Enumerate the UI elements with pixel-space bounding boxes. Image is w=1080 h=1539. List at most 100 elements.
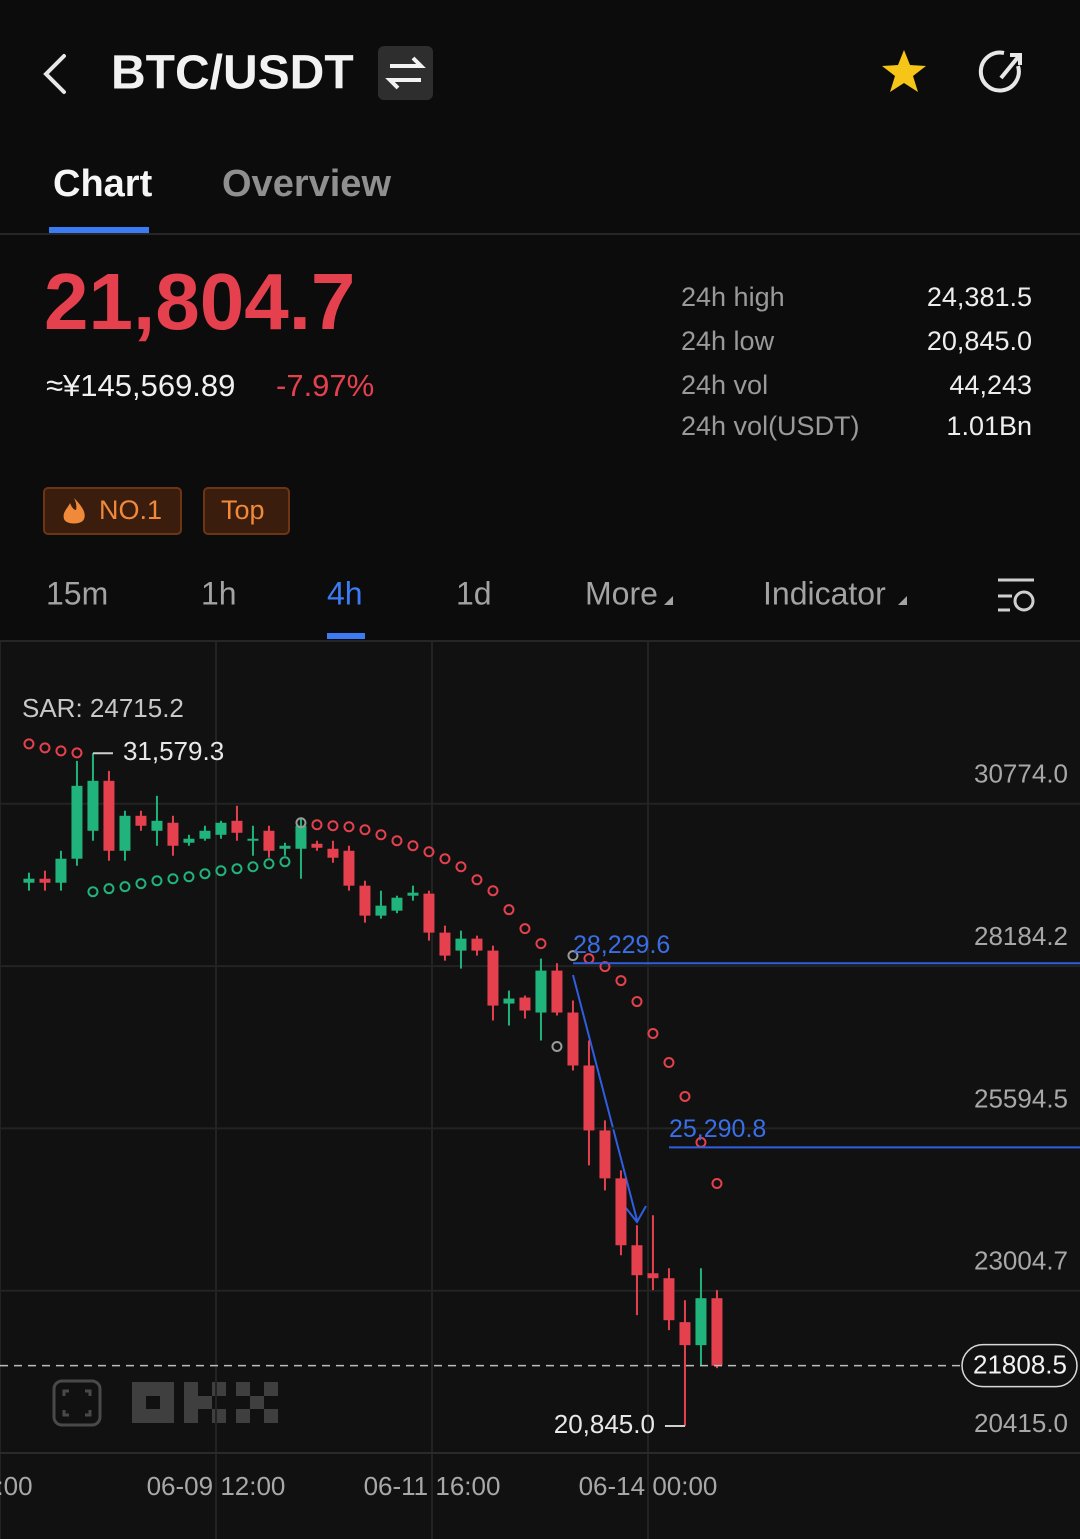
tab-indicator: [49, 227, 149, 233]
candle-body: [135, 815, 147, 826]
candle-body: [151, 820, 163, 831]
sar-dot: [567, 950, 579, 962]
pair-title: BTC/USDT: [111, 47, 354, 100]
candle-body: [535, 970, 547, 1013]
candle-body: [247, 838, 259, 841]
candle-body: [311, 843, 323, 848]
tag[interactable]: NO.1: [43, 487, 182, 535]
tab-overview[interactable]: Overview: [222, 163, 391, 205]
candle-body: [679, 1322, 691, 1346]
indicator-menu[interactable]: Indicator: [763, 575, 886, 611]
tab-chart[interactable]: Chart: [53, 163, 153, 205]
candle-body: [343, 850, 355, 886]
chart-settings[interactable]: [998, 578, 1035, 612]
favorite-star[interactable]: [882, 50, 926, 92]
candle-body: [39, 878, 51, 883]
share-button[interactable]: [978, 50, 1022, 93]
chart-background: [0, 641, 1080, 1539]
fire-icon: [63, 498, 85, 524]
sar-dot: [215, 865, 227, 877]
tag-text: Top: [221, 495, 265, 525]
interval-active[interactable]: 4h: [327, 575, 363, 611]
sar-dot: [455, 861, 467, 873]
interval[interactable]: 1d: [456, 575, 492, 611]
candle-body: [599, 1130, 611, 1179]
sar-dot: [615, 975, 627, 987]
fullscreen-icon[interactable]: [52, 1379, 102, 1427]
logo-o: [132, 1382, 174, 1423]
x-tick-label: 08:00: [0, 1471, 33, 1501]
drawn-line-label: 25,290.8: [669, 1115, 766, 1143]
sar-dot: [55, 745, 67, 757]
tag[interactable]: Top: [203, 487, 290, 535]
candle-body: [167, 822, 179, 846]
stat-label: 24h vol: [681, 370, 768, 400]
swap-icon: [385, 56, 426, 90]
y-tick-label: 28184.2: [974, 921, 1068, 951]
candle-body: [327, 848, 339, 858]
candle-body: [375, 905, 387, 916]
candle-body: [567, 1012, 579, 1066]
sar-dot: [183, 871, 195, 883]
candle-body: [503, 998, 515, 1004]
candle-body: [471, 938, 483, 951]
last-price-label: 21808.5: [973, 1350, 1067, 1380]
swap-bg: [378, 46, 433, 100]
candle-body: [103, 780, 115, 851]
sar-dot: [663, 1056, 675, 1068]
candle-body: [519, 997, 531, 1011]
swap-button[interactable]: [378, 46, 433, 100]
sar-dot: [503, 904, 515, 916]
stat-value: 1.01Bn: [946, 411, 1032, 441]
candle-body: [391, 897, 403, 911]
sar-dot: [263, 858, 275, 870]
drawn-line-label: 28,229.6: [573, 931, 670, 959]
candle-body: [631, 1245, 643, 1276]
sar-dot: [375, 829, 387, 841]
candle-body: [263, 830, 275, 851]
sar-dot: [327, 820, 339, 832]
sar-dot: [487, 885, 499, 897]
sar-dot: [359, 824, 371, 836]
sar-dot: [407, 840, 419, 852]
candle-body: [615, 1178, 627, 1246]
high-label: 31,579.3: [123, 736, 224, 766]
sar-dot: [167, 873, 179, 885]
candle-body: [359, 885, 371, 916]
tag-text: NO.1: [99, 495, 162, 525]
interval-menu[interactable]: More: [585, 575, 658, 611]
candle-body: [583, 1065, 595, 1131]
y-tick-label: 25594.5: [974, 1083, 1068, 1113]
candle-body: [199, 830, 211, 839]
candle-body: [487, 950, 499, 1006]
sar-dot: [119, 881, 131, 893]
sar-dot: [23, 738, 35, 750]
interval-indicator: [327, 633, 365, 639]
dropdown-arrow: [898, 596, 907, 605]
y-tick-label: 20415.0: [974, 1408, 1068, 1438]
candle-body: [423, 893, 435, 933]
dropdown-arrow: [664, 596, 673, 605]
stat-label: 24h low: [681, 326, 775, 356]
y-tick-label: 30774.0: [974, 759, 1068, 789]
sar-dot: [135, 878, 147, 890]
fiat-price: ≈¥145,569.89: [46, 368, 235, 403]
logo-x: [236, 1382, 278, 1423]
sar-dot: [103, 883, 115, 895]
stat-label: 24h vol(USDT): [681, 411, 860, 441]
back-button[interactable]: [43, 54, 66, 94]
sar-dot: [247, 861, 259, 873]
candle-body: [695, 1298, 707, 1346]
interval[interactable]: 15m: [46, 575, 108, 611]
candle-body: [711, 1298, 723, 1366]
last-price-box: [961, 1343, 1078, 1388]
sar-dot: [551, 1040, 563, 1052]
interval[interactable]: 1h: [201, 575, 237, 611]
candle-body: [119, 815, 131, 851]
fullscreen-corners: [62, 1389, 92, 1417]
candle-body: [55, 858, 67, 883]
candle-body: [551, 970, 563, 1013]
sar-dot: [423, 846, 435, 858]
x-tick-label: 06-09 12:00: [147, 1471, 286, 1501]
